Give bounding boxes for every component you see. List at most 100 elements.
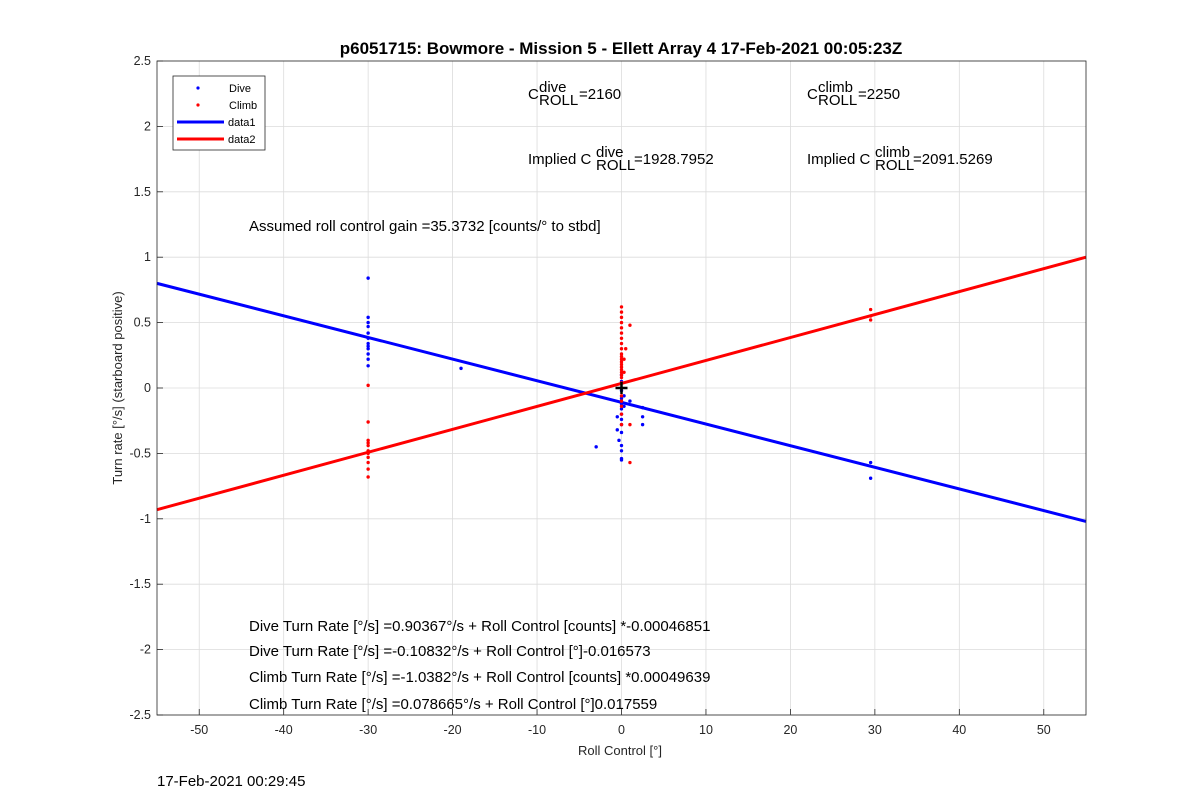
legend-dive-marker [196, 86, 200, 90]
climb-point [619, 352, 624, 356]
y-tick-label: -1.5 [129, 577, 151, 591]
x-tick-label: -50 [190, 723, 208, 737]
dive-equation-counts: Dive Turn Rate [°/s] =0.90367°/s + Roll … [249, 618, 710, 635]
origin-marker [615, 382, 628, 394]
climb-point [619, 331, 624, 335]
climb-point [619, 367, 624, 372]
climb-point [868, 314, 873, 318]
dive-point [619, 417, 624, 422]
climb-point [622, 357, 626, 361]
climb-point [366, 467, 370, 471]
dive-point [366, 347, 370, 351]
climb-point [619, 412, 624, 416]
climb-point [619, 357, 624, 361]
x-tick-label: 0 [618, 723, 625, 737]
c-roll-dive-annotation: C dive ROLL =2160 [528, 79, 621, 109]
c-climb-base: C [807, 86, 818, 103]
dive-point [366, 331, 370, 335]
dive-point [615, 415, 619, 419]
climb-point [619, 404, 624, 409]
dive-point [366, 336, 370, 340]
climb-point [366, 455, 370, 460]
climb-point [624, 347, 628, 351]
climb-point [366, 383, 370, 388]
dive-point [594, 445, 598, 449]
x-tick-label: 20 [783, 723, 797, 737]
x-tick-label: 50 [1037, 723, 1051, 737]
implied-dive-prefix: Implied C [528, 151, 592, 168]
climb-point [619, 310, 624, 314]
legend-data2-label: data2 [228, 134, 256, 146]
dive-point [366, 341, 370, 346]
implied-climb-annotation: Implied C climb ROLL =2091.5269 [807, 144, 993, 174]
climb-point [366, 441, 370, 445]
c-dive-value: =2160 [579, 86, 621, 103]
dive-point [366, 324, 370, 329]
dive-point [617, 438, 621, 443]
climb-point [619, 326, 624, 330]
dive-point [619, 401, 624, 406]
y-tick-label: -2.5 [129, 708, 151, 722]
climb-point [628, 422, 632, 427]
y-tick-label: 0 [144, 381, 151, 395]
dive-point [619, 407, 624, 411]
chart-title: p6051715: Bowmore - Mission 5 - Ellett A… [340, 39, 903, 58]
climb-point [619, 315, 624, 320]
climb-point [619, 399, 624, 403]
dive-point [640, 405, 645, 410]
c-roll-climb-annotation: C climb ROLL =2250 [807, 79, 900, 109]
y-tick-labels: -2.5 -2 -1.5 -1 -0.5 0 0.5 1 1.5 2 2.5 [129, 54, 151, 722]
climb-point [619, 347, 624, 351]
implied-climb-sub: ROLL [875, 157, 914, 174]
y-tick-label: 1 [144, 250, 151, 264]
implied-climb-value: =2091.5269 [913, 151, 993, 168]
x-tick-label: 10 [699, 723, 713, 737]
implied-climb-sup: climb [875, 144, 910, 161]
legend-climb-marker [196, 103, 200, 107]
dive-point [628, 399, 632, 403]
dive-point [622, 404, 626, 409]
dive-point [619, 458, 624, 462]
dive-point [366, 344, 370, 348]
climb-point [619, 365, 624, 369]
c-climb-value: =2250 [858, 86, 900, 103]
c-dive-sup: dive [539, 79, 567, 96]
plot-frame [156, 60, 1087, 716]
dive-point [619, 430, 624, 435]
legend-climb-label: Climb [229, 100, 257, 112]
climb-point [622, 370, 626, 375]
dive-point [366, 320, 370, 325]
climb-point [366, 449, 370, 453]
print-timestamp: 17-Feb-2021 00:29:45 [157, 773, 306, 790]
dive-equation-degrees: Dive Turn Rate [°/s] =-0.10832°/s + Roll… [249, 643, 651, 660]
climb-point [619, 370, 624, 375]
dive-point [622, 394, 626, 398]
x-tick-labels: -50 -40 -30 -20 -10 0 10 20 30 40 50 [190, 723, 1051, 737]
c-dive-sub: ROLL [539, 92, 578, 109]
implied-climb-prefix: Implied C [807, 151, 871, 168]
climb-point [868, 307, 873, 312]
dive-point [619, 443, 624, 448]
c-dive-base: C [528, 86, 539, 103]
legend-dive-label: Dive [229, 83, 251, 95]
dive-point [615, 428, 619, 432]
implied-dive-sup: dive [596, 144, 624, 161]
climb-point [619, 360, 624, 364]
c-climb-sub: ROLL [818, 92, 857, 109]
y-tick-label: 2 [144, 119, 151, 133]
x-tick-label: -40 [275, 723, 293, 737]
dive-point [619, 396, 624, 401]
climb-point [366, 438, 370, 443]
implied-dive-sub: ROLL [596, 157, 635, 174]
implied-dive-annotation: Implied C dive ROLL =1928.7952 [528, 144, 714, 174]
climb-point [619, 354, 624, 359]
data-points [366, 276, 873, 480]
roll-gain-annotation: Assumed roll control gain =35.3732 [coun… [249, 218, 601, 235]
y-tick-label: 2.5 [134, 54, 151, 68]
climb-point [619, 422, 624, 427]
climb-point [619, 320, 624, 325]
dive-point [366, 276, 370, 280]
legend-data1-label: data1 [228, 117, 256, 129]
climb-point [366, 420, 370, 424]
